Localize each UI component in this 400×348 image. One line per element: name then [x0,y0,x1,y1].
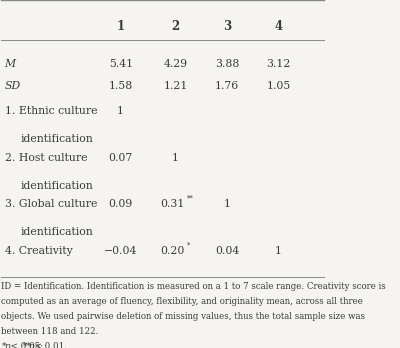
Text: 1: 1 [117,106,124,116]
Text: 1.05: 1.05 [266,81,291,91]
Text: 0.04: 0.04 [215,246,239,256]
Text: between 118 and 122.: between 118 and 122. [1,327,99,336]
Text: 2: 2 [171,20,180,33]
Text: *: * [187,241,190,249]
Text: objects. We used pairwise deletion of missing values, thus the total sample size: objects. We used pairwise deletion of mi… [1,312,365,321]
Text: 0.09: 0.09 [108,199,133,209]
Text: 1.76: 1.76 [215,81,239,91]
Text: 0.31: 0.31 [160,199,184,209]
Text: **: ** [187,195,194,203]
Text: SD: SD [5,81,21,91]
Text: computed as an average of fluency, flexibility, and originality mean, across all: computed as an average of fluency, flexi… [1,297,363,306]
Text: 1: 1 [117,20,125,33]
Text: 0.20: 0.20 [160,246,184,256]
Text: *: * [1,342,6,348]
Text: p: p [29,342,34,348]
Text: 3. Global culture: 3. Global culture [5,199,97,209]
Text: M: M [5,59,16,69]
Text: **: ** [23,342,32,348]
Text: < 0.01.: < 0.01. [32,342,67,348]
Text: 5.41: 5.41 [109,59,133,69]
Text: ID = Identification. Identification is measured on a 1 to 7 scale range. Creativ: ID = Identification. Identification is m… [1,282,386,291]
Text: 2. Host culture: 2. Host culture [5,152,87,163]
Text: identification: identification [21,227,94,237]
Text: 0.07: 0.07 [108,152,133,163]
Text: 1. Ethnic culture: 1. Ethnic culture [5,106,97,116]
Text: < 0.05;: < 0.05; [8,342,46,348]
Text: 4: 4 [275,20,283,33]
Text: 4.29: 4.29 [164,59,188,69]
Text: 4. Creativity: 4. Creativity [5,246,72,256]
Text: 3: 3 [223,20,231,33]
Text: 3.88: 3.88 [215,59,239,69]
Text: −0.04: −0.04 [104,246,137,256]
Text: 1: 1 [224,199,231,209]
Text: identification: identification [21,181,94,191]
Text: 1: 1 [172,152,179,163]
Text: 1: 1 [275,246,282,256]
Text: 1.58: 1.58 [108,81,133,91]
Text: identification: identification [21,134,94,144]
Text: 3.12: 3.12 [266,59,291,69]
Text: 1.21: 1.21 [163,81,188,91]
Text: p: p [5,342,10,348]
